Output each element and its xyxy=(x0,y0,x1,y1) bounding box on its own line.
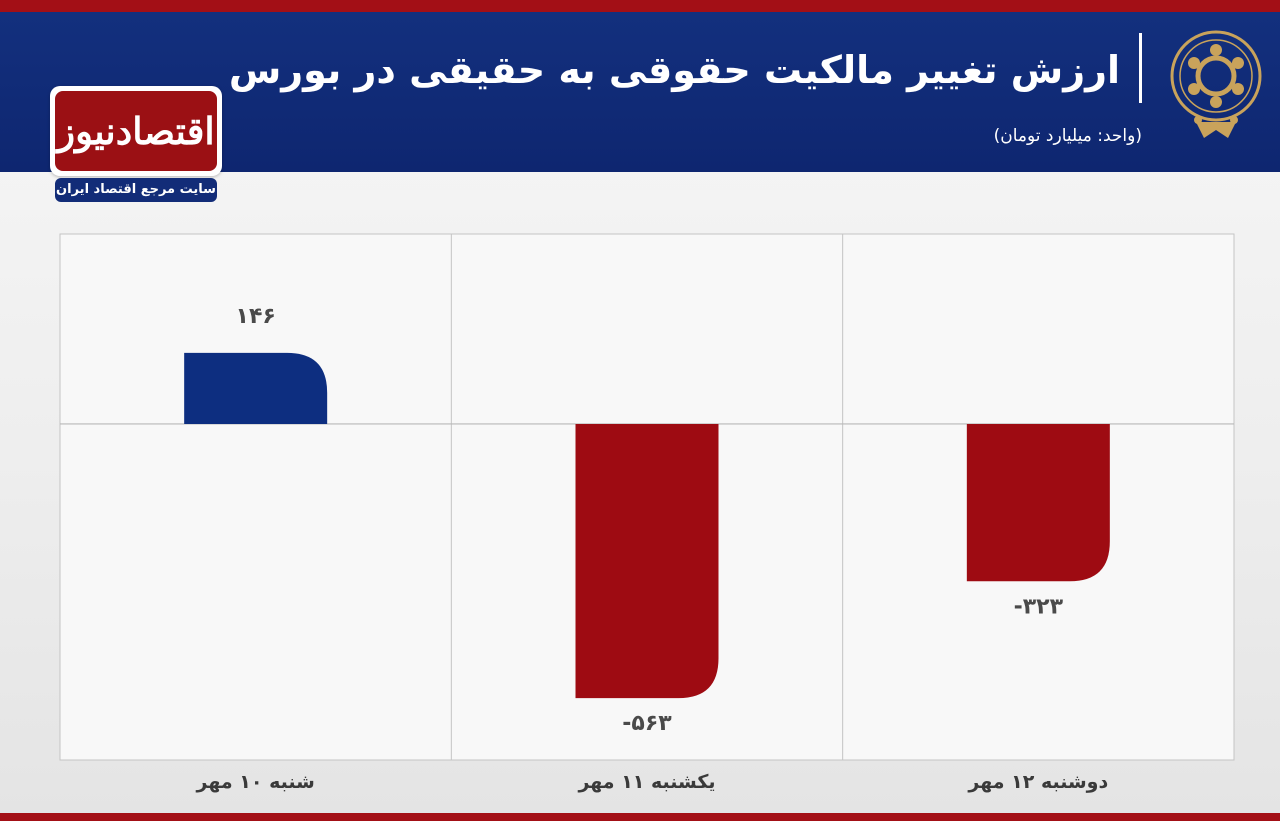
chart-labels: ۱۴۶ شنبه ۱۰ مهر -۵۶۳ یکشنبه ۱۱ مهر -۳۲۳ دوشنب… xyxy=(196,304,1109,793)
category-label-3: دوشنبه ۱۲ مهر xyxy=(967,771,1108,793)
bar-2 xyxy=(575,423,719,699)
bar-1 xyxy=(184,352,328,424)
chart-title: ارزش تغییر مالکیت حقوقی به حقیقی در بورس xyxy=(228,48,1120,92)
stock-exchange-emblem-icon xyxy=(1170,30,1262,138)
brand-logo: اقتصادنیوز xyxy=(50,86,222,176)
value-label-2: -۵۶۳ xyxy=(622,711,672,736)
bottom-stripe xyxy=(0,813,1280,821)
title-divider xyxy=(1139,33,1142,103)
category-label-2: یکشنبه ۱۱ مهر xyxy=(577,771,715,793)
brand-tagline: سایت مرجع اقتصاد ایران xyxy=(55,178,217,202)
brand-logo-plate: اقتصادنیوز xyxy=(55,91,217,171)
value-label-1: ۱۴۶ xyxy=(236,304,276,329)
value-label-3: -۳۲۳ xyxy=(1014,594,1064,619)
chart-bars xyxy=(184,352,1110,699)
unit-label: (واحد: میلیارد تومان) xyxy=(993,126,1142,146)
top-stripe xyxy=(0,0,1280,12)
brand-logo-text: اقتصادنیوز xyxy=(57,109,215,153)
bar-3 xyxy=(966,423,1110,582)
category-label-1: شنبه ۱۰ مهر xyxy=(196,771,315,793)
